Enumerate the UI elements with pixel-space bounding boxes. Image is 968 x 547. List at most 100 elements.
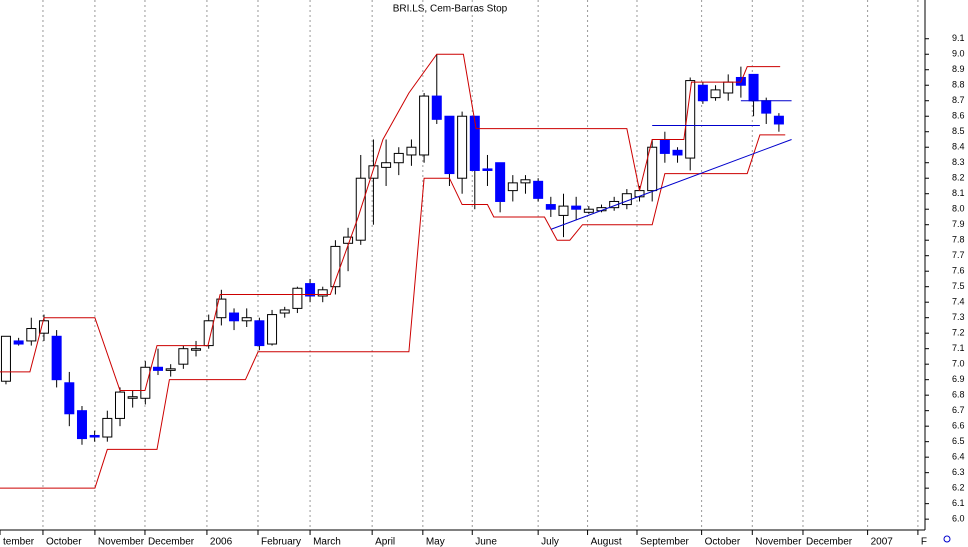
candle-body xyxy=(229,312,240,322)
candle-body xyxy=(305,283,316,297)
candle-body xyxy=(292,287,303,309)
candle-body xyxy=(748,73,759,102)
candle-body xyxy=(165,368,176,371)
y-tick-label: 7.2 xyxy=(952,328,965,338)
x-tick-label: March xyxy=(313,537,341,547)
x-tick-label: December xyxy=(806,537,853,547)
x-tick-label: November xyxy=(755,537,802,547)
y-tick-label: 8.9 xyxy=(952,64,965,74)
candle-body xyxy=(545,204,556,210)
candle-body xyxy=(495,162,506,202)
candle-body xyxy=(140,366,151,399)
y-tick-label: 7.8 xyxy=(952,235,965,245)
candle-body xyxy=(533,180,544,199)
candle-body xyxy=(621,193,632,206)
candle-body xyxy=(127,396,138,399)
x-tick-label: April xyxy=(375,537,395,547)
candle-body xyxy=(0,335,11,382)
candle-body xyxy=(317,289,328,297)
x-tick-label: May xyxy=(426,537,445,547)
candle-body xyxy=(609,200,620,209)
y-tick-label: 6.3 xyxy=(952,467,965,477)
candle-body xyxy=(571,205,582,210)
y-tick-label: 8.5 xyxy=(952,126,965,136)
stop-line xyxy=(0,134,786,489)
candle-body xyxy=(279,309,290,314)
stop-line xyxy=(550,139,792,230)
candle-body xyxy=(406,146,417,156)
candle-body xyxy=(520,179,531,184)
x-tick-label: October xyxy=(705,537,741,547)
x-tick-label: October xyxy=(46,537,82,547)
x-tick-label: tember xyxy=(3,537,35,547)
candle-body xyxy=(13,340,24,345)
chart-title: BRI.LS, Cem-Barras Stop xyxy=(393,4,508,15)
x-tick-label: F xyxy=(921,537,927,547)
x-tick-label: June xyxy=(475,537,497,547)
y-tick-label: 6.5 xyxy=(952,436,965,446)
candle-body xyxy=(343,236,354,244)
y-tick-label: 8.6 xyxy=(952,111,965,121)
y-tick-label: 6.4 xyxy=(952,452,965,462)
candle-body xyxy=(697,84,708,102)
y-tick-label: 6.8 xyxy=(952,390,965,400)
y-tick-label: 6.0 xyxy=(952,514,965,524)
candle-body xyxy=(482,168,493,171)
candle-body xyxy=(431,95,442,120)
candle-body xyxy=(647,146,658,192)
candle-body xyxy=(368,165,379,179)
y-tick-label: 8.2 xyxy=(952,173,965,183)
y-tick-label: 7.5 xyxy=(952,281,965,291)
candle-body xyxy=(38,320,49,334)
y-tick-label: 8.7 xyxy=(952,95,965,105)
candle-body xyxy=(191,348,202,351)
y-tick-label: 8.4 xyxy=(952,142,965,152)
candle-body xyxy=(507,182,518,192)
y-tick-label: 7.3 xyxy=(952,312,965,322)
x-tick-label: February xyxy=(261,537,301,547)
x-tick-label: December xyxy=(148,537,195,547)
y-tick-label: 9.1 xyxy=(952,33,965,43)
candle-body xyxy=(469,115,480,171)
y-tick-label: 7.1 xyxy=(952,343,965,353)
candle-body xyxy=(254,320,265,347)
candle-body xyxy=(761,100,772,114)
stop-line xyxy=(0,53,781,392)
scroll-icon[interactable] xyxy=(943,535,951,543)
y-tick-label: 7.6 xyxy=(952,266,965,276)
y-tick-label: 8.3 xyxy=(952,157,965,167)
x-tick-label: July xyxy=(541,537,559,547)
candle-body xyxy=(419,95,430,156)
y-tick-label: 8.8 xyxy=(952,80,965,90)
candle-body xyxy=(723,81,734,94)
x-tick-label: 2006 xyxy=(210,537,233,547)
candle-body xyxy=(102,417,113,438)
x-tick-label: September xyxy=(640,537,690,547)
candle-body xyxy=(153,366,164,371)
y-tick-label: 9.0 xyxy=(952,49,965,59)
y-tick-label: 7.0 xyxy=(952,359,965,369)
y-tick-label: 6.6 xyxy=(952,421,965,431)
candle-body xyxy=(89,434,100,438)
candle-body xyxy=(26,328,37,342)
candle-body xyxy=(672,149,683,156)
candle-body xyxy=(685,80,696,159)
y-tick-label: 8.0 xyxy=(952,204,965,214)
y-tick-label: 7.4 xyxy=(952,297,965,307)
x-tick-label: 2007 xyxy=(871,537,894,547)
x-tick-label: August xyxy=(591,537,622,547)
candle-body xyxy=(178,348,189,365)
candle-body xyxy=(381,162,392,168)
candle-body xyxy=(393,152,404,164)
candle-body xyxy=(203,320,214,347)
y-tick-label: 7.9 xyxy=(952,219,965,229)
y-tick-label: 7.7 xyxy=(952,250,965,260)
candle-body xyxy=(51,335,62,381)
candle-body xyxy=(241,317,252,322)
candle-body xyxy=(444,115,455,175)
candle-body xyxy=(267,314,278,345)
candle-body xyxy=(76,410,87,440)
